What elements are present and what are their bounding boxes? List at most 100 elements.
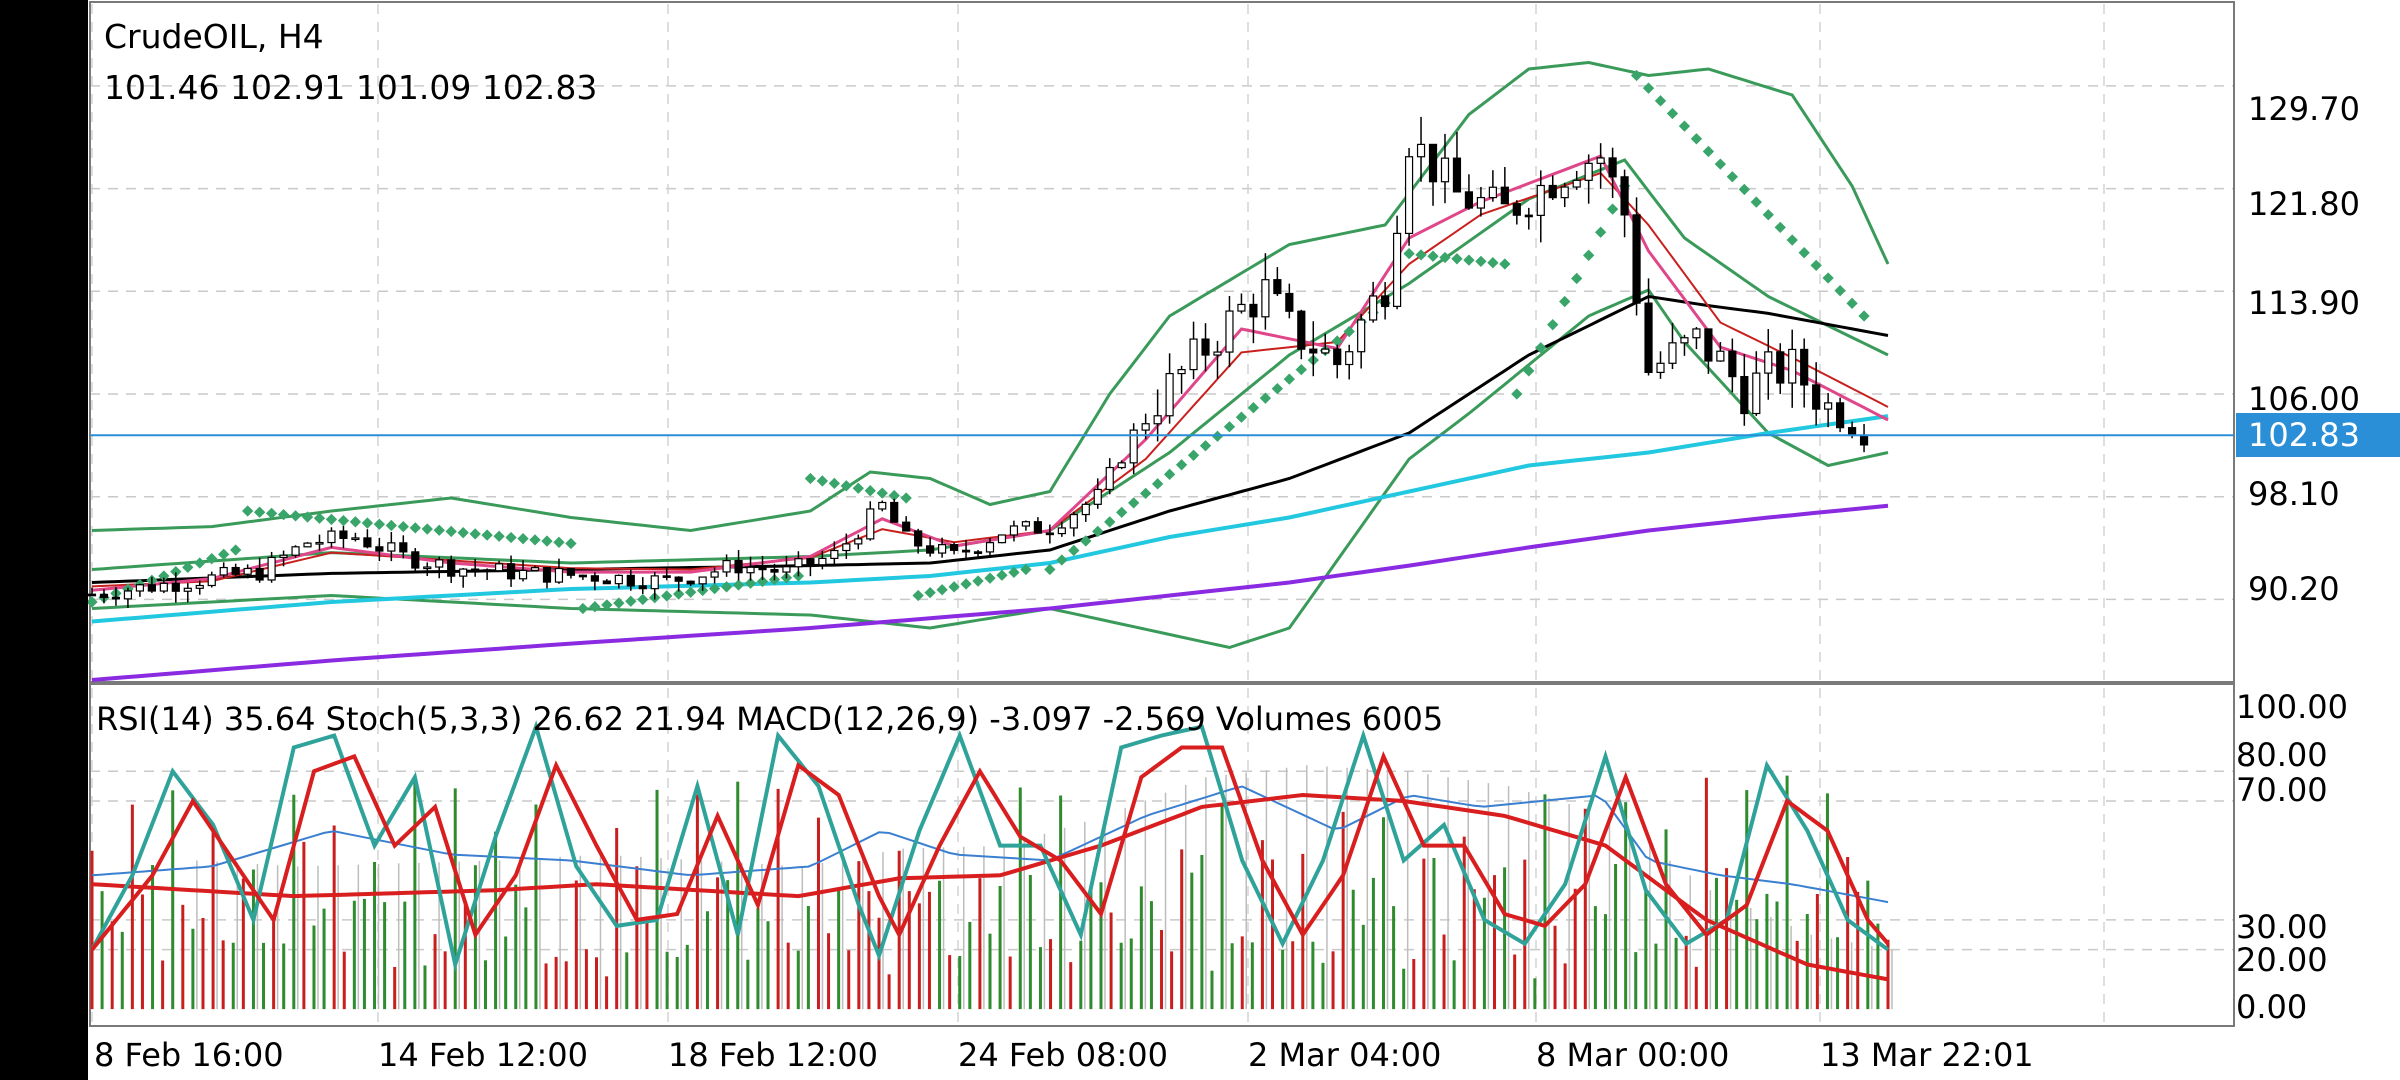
parabolic-sar — [88, 69, 1870, 615]
candle-up — [123, 590, 133, 600]
sar-dot — [469, 528, 481, 540]
sar-dot — [900, 492, 912, 504]
stoch-main-line — [90, 720, 1890, 973]
sar-dot — [1535, 342, 1547, 354]
candle-up — [1357, 319, 1366, 353]
indicator-axis: 100.00 80.00 70.00 30.00 20.00 0.00 — [2236, 688, 2348, 1026]
candle-up — [938, 544, 947, 554]
sar-dot — [876, 487, 888, 499]
sar-dot — [1690, 133, 1703, 145]
candle-up — [1105, 466, 1114, 491]
chart-svg[interactable]: CrudeOIL, H4 101.46 102.91 101.09 102.83… — [88, 0, 2400, 1080]
sar-dot — [1642, 82, 1655, 94]
sar-dot — [1499, 258, 1511, 270]
candle-up — [195, 584, 204, 589]
candle-down — [255, 567, 264, 581]
candle-down — [99, 593, 109, 598]
candle-up — [279, 554, 288, 559]
candle-down — [375, 546, 384, 552]
sar-dot — [349, 516, 362, 528]
candle-up — [207, 574, 216, 587]
sar-dot — [1487, 257, 1499, 269]
time-axis: 8 Feb 16:00 14 Feb 12:00 18 Feb 12:00 24… — [94, 1036, 2034, 1074]
time-tick: 8 Mar 00:00 — [1536, 1036, 1729, 1074]
indicator-tick: 70.00 — [2236, 771, 2328, 809]
sar-dot — [481, 529, 493, 541]
sar-dot — [1331, 335, 1343, 347]
candle-up — [459, 568, 468, 577]
candle-up — [1117, 462, 1126, 469]
candle-up — [818, 557, 827, 566]
chart-canvas[interactable]: CrudeOIL, H4 101.46 102.91 101.09 102.83… — [88, 0, 2400, 1080]
candle-down — [1548, 184, 1557, 199]
candle-up — [842, 543, 851, 552]
sar-dot — [337, 514, 350, 527]
candle-down — [1524, 214, 1533, 218]
candle-up — [1824, 402, 1833, 410]
candle-up — [387, 542, 396, 552]
sar-dot — [852, 482, 864, 494]
sar-dot — [1259, 392, 1272, 404]
price-tick: 113.90 — [2248, 284, 2360, 322]
candle-up — [1345, 351, 1354, 366]
sar-dot — [1056, 554, 1068, 566]
sar-dot — [1547, 319, 1559, 331]
candle-down — [590, 575, 599, 582]
sar-dot — [457, 527, 469, 539]
sar-dot — [541, 535, 553, 547]
candle-up — [1141, 423, 1150, 431]
sar-dot — [1523, 365, 1535, 377]
sar-dot — [1798, 247, 1810, 259]
sar-dot — [1163, 468, 1176, 480]
sar-dot — [1104, 516, 1116, 528]
candle-up — [291, 546, 300, 556]
sar-dot — [1451, 253, 1463, 265]
candle-up — [1261, 279, 1270, 318]
candle-down — [734, 559, 743, 574]
candle-down — [1273, 279, 1282, 295]
candle-up — [1596, 157, 1605, 164]
sar-dot — [1343, 325, 1355, 338]
candle-down — [770, 569, 779, 573]
sar-dot — [637, 593, 649, 606]
ma-mid-line — [91, 171, 1889, 588]
sar-dot — [1654, 95, 1667, 107]
candle-down — [914, 530, 923, 547]
sar-dot — [1020, 563, 1032, 576]
sar-dot — [445, 525, 457, 538]
sar-dot — [529, 534, 541, 546]
price-pane-frame — [89, 1, 2235, 683]
candle-down — [471, 568, 480, 572]
candle-down — [626, 574, 635, 587]
candle-up — [1476, 196, 1486, 209]
sar-dot — [361, 517, 374, 529]
candle-up — [243, 567, 252, 575]
candle-up — [1225, 310, 1234, 353]
sar-dot — [433, 524, 445, 536]
sar-dot — [385, 519, 397, 532]
sar-dot — [673, 588, 685, 600]
candle-down — [926, 545, 935, 554]
ma-fast-line — [91, 154, 1889, 592]
candle-up — [1237, 303, 1246, 312]
sar-dot — [505, 531, 517, 544]
sar-dot — [1295, 363, 1307, 376]
sar-dot — [1630, 69, 1643, 82]
candle-down — [686, 580, 695, 585]
sar-dot — [625, 595, 637, 607]
candle-down — [231, 566, 240, 575]
sar-dot — [1475, 255, 1487, 268]
price-tick: 129.70 — [2248, 90, 2360, 128]
sar-dot — [1858, 310, 1870, 322]
candle-down — [1452, 157, 1462, 193]
candle-up — [1153, 415, 1162, 425]
candle-up — [746, 566, 755, 574]
candle-down — [483, 569, 492, 572]
candle-up — [1536, 184, 1545, 216]
candle-up — [830, 549, 839, 559]
candle-down — [1740, 375, 1749, 415]
sar-dot — [277, 508, 290, 521]
candle-up — [351, 537, 360, 541]
candle-down — [961, 549, 971, 553]
candle-up — [267, 556, 276, 581]
